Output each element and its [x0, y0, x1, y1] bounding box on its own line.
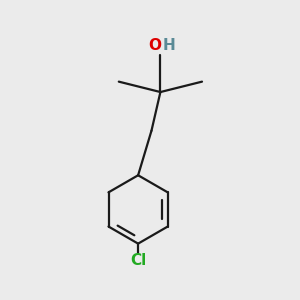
Text: O: O: [148, 38, 161, 53]
Text: H: H: [163, 38, 176, 53]
Text: Cl: Cl: [130, 253, 146, 268]
